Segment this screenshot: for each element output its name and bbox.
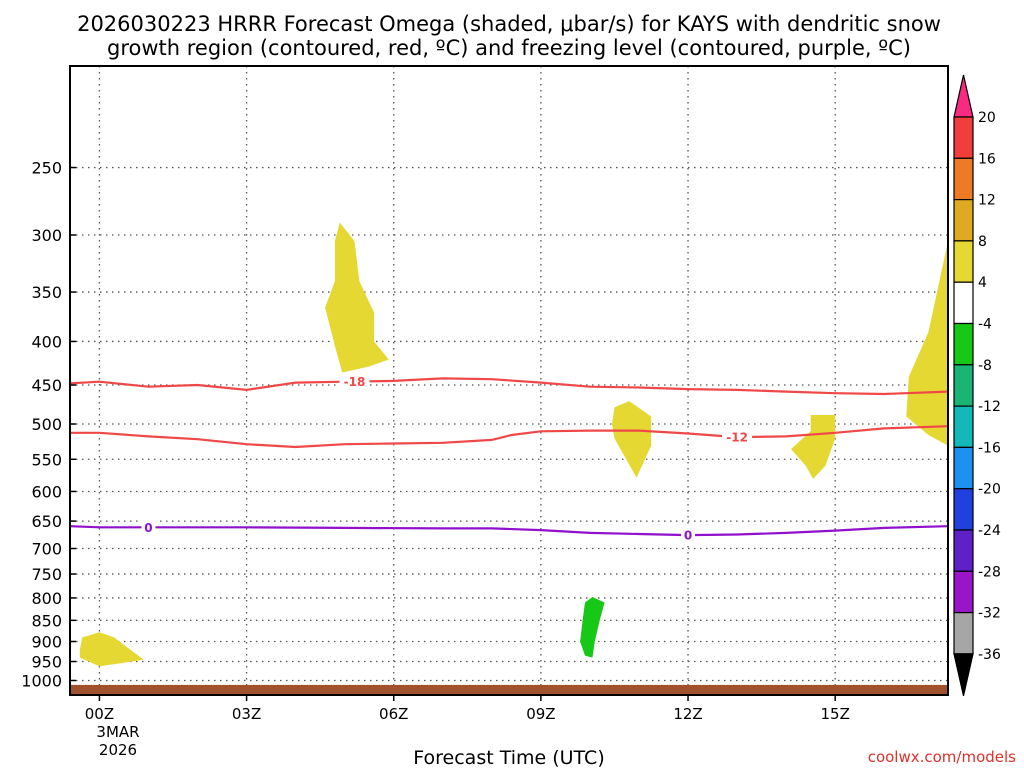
- colorbar-tick-label: -20: [978, 482, 1001, 498]
- colorbar-swatch: [953, 405, 974, 449]
- colorbar-tick-label: -12: [978, 399, 1001, 415]
- colorbar-swatch: [953, 157, 974, 201]
- colorbar-swatch: [953, 488, 974, 531]
- x-axis-label: Forecast Time (UTC): [413, 747, 604, 768]
- colorbar-tick-label: -28: [978, 564, 1001, 580]
- contour-label: 0: [684, 529, 692, 543]
- x-tick-label: 09Z: [526, 705, 555, 723]
- colorbar-tick-label: 20: [978, 110, 996, 126]
- grid-lines: [70, 66, 948, 695]
- colorbar-swatch: [953, 611, 974, 655]
- y-tick-label: 400: [31, 332, 62, 351]
- y-tick-label: 350: [31, 283, 62, 302]
- omega-shaded-region: [906, 241, 948, 446]
- colorbar-tick-label: 4: [978, 275, 987, 291]
- colorbar-swatch: [953, 240, 974, 283]
- y-tick-label: 500: [31, 415, 62, 434]
- contour-label: 0: [144, 521, 152, 535]
- omega-shaded-region: [325, 222, 389, 373]
- colorbar-swatch: [953, 281, 974, 325]
- terrain-fill: [70, 684, 948, 695]
- contour-label-bg: [681, 528, 696, 543]
- y-tick-label: 650: [31, 512, 62, 531]
- x-axis-ticks: 00Z 03Z 06Z 09Z 12Z 15Z: [85, 695, 850, 723]
- contour-line: [69, 377, 949, 396]
- date-label-year: 2026: [99, 741, 137, 759]
- contour-label-bg: [141, 520, 156, 535]
- y-tick-label: 1000: [21, 671, 62, 690]
- date-label-month: 3MAR: [96, 723, 139, 741]
- chart-title-line-1: 2026030223 HRRR Forecast Omega (shaded, …: [77, 12, 941, 36]
- colorbar-swatch: [953, 570, 974, 614]
- y-tick-label: 550: [31, 450, 62, 469]
- colorbar-tick-label: 16: [978, 151, 996, 167]
- omega-shaded-region: [79, 632, 144, 667]
- chart-title-line-2: growth region (contoured, red, ºC) and f…: [107, 36, 911, 60]
- x-tick-label: 03Z: [232, 705, 261, 723]
- omega-shaded-region: [580, 597, 605, 658]
- contour-line: [70, 425, 949, 449]
- x-tick-label: 12Z: [673, 705, 702, 723]
- colorbar-swatch: [953, 322, 974, 366]
- omega-shaded-region: [612, 401, 652, 478]
- colorbar-swatch: [953, 116, 974, 159]
- contour-line: [69, 525, 949, 537]
- colorbar-tick-label: -8: [978, 358, 992, 374]
- plot-frame: [69, 65, 949, 696]
- colorbar-tick-label: -24: [978, 523, 1001, 539]
- colorbar-swatch: [953, 446, 974, 490]
- y-tick-label: 700: [31, 540, 62, 559]
- colorbar-tick-label: 8: [978, 234, 987, 250]
- temperature-contours: -18 -12 0 0: [69, 374, 949, 543]
- y-tick-label: 600: [31, 482, 62, 501]
- y-tick-label: 850: [31, 611, 62, 630]
- contour-label-bg: [339, 374, 370, 389]
- colorbar-tick-label: -4: [978, 317, 992, 333]
- x-tick-label: 06Z: [379, 705, 408, 723]
- y-tick-label: 950: [31, 653, 62, 672]
- y-tick-label: 750: [31, 565, 62, 584]
- contour-label: -12: [726, 431, 748, 445]
- y-tick-label: 450: [31, 376, 62, 395]
- colorbar: 20 16 12 8 4 -4 -8 -12 -16 -20 -24 -28 -32 -36: [953, 74, 1001, 697]
- contour-label: -18: [344, 375, 366, 389]
- y-tick-label: 800: [31, 589, 62, 608]
- contour-label-bg: [722, 430, 753, 445]
- colorbar-tick-label: -32: [978, 606, 1001, 622]
- omega-shaded-regions: [79, 222, 948, 667]
- y-tick-label: 300: [31, 226, 62, 245]
- plot-area: -18 -12 0 0: [69, 65, 949, 696]
- colorbar-tick-label: -36: [978, 647, 1001, 663]
- terrain-band: [70, 684, 948, 695]
- x-tick-label: 15Z: [820, 705, 849, 723]
- colorbar-swatch: [953, 529, 974, 572]
- y-tick-label: 900: [31, 633, 62, 652]
- colorbar-swatch: [953, 364, 974, 407]
- y-axis-ticks: 250 300 350 400 450 500 550 600 650 700 750 800 850 9…: [21, 159, 76, 690]
- x-tick-label: 00Z: [85, 705, 114, 723]
- omega-shaded-region: [791, 415, 836, 479]
- colorbar-swatch: [953, 199, 974, 242]
- colorbar-bottom-arrow: [953, 653, 974, 697]
- y-tick-label: 250: [31, 159, 62, 178]
- colorbar-tick-label: 12: [978, 193, 996, 209]
- colorbar-tick-label: -16: [978, 440, 1001, 456]
- watermark-text: coolwx.com/models: [868, 748, 1016, 766]
